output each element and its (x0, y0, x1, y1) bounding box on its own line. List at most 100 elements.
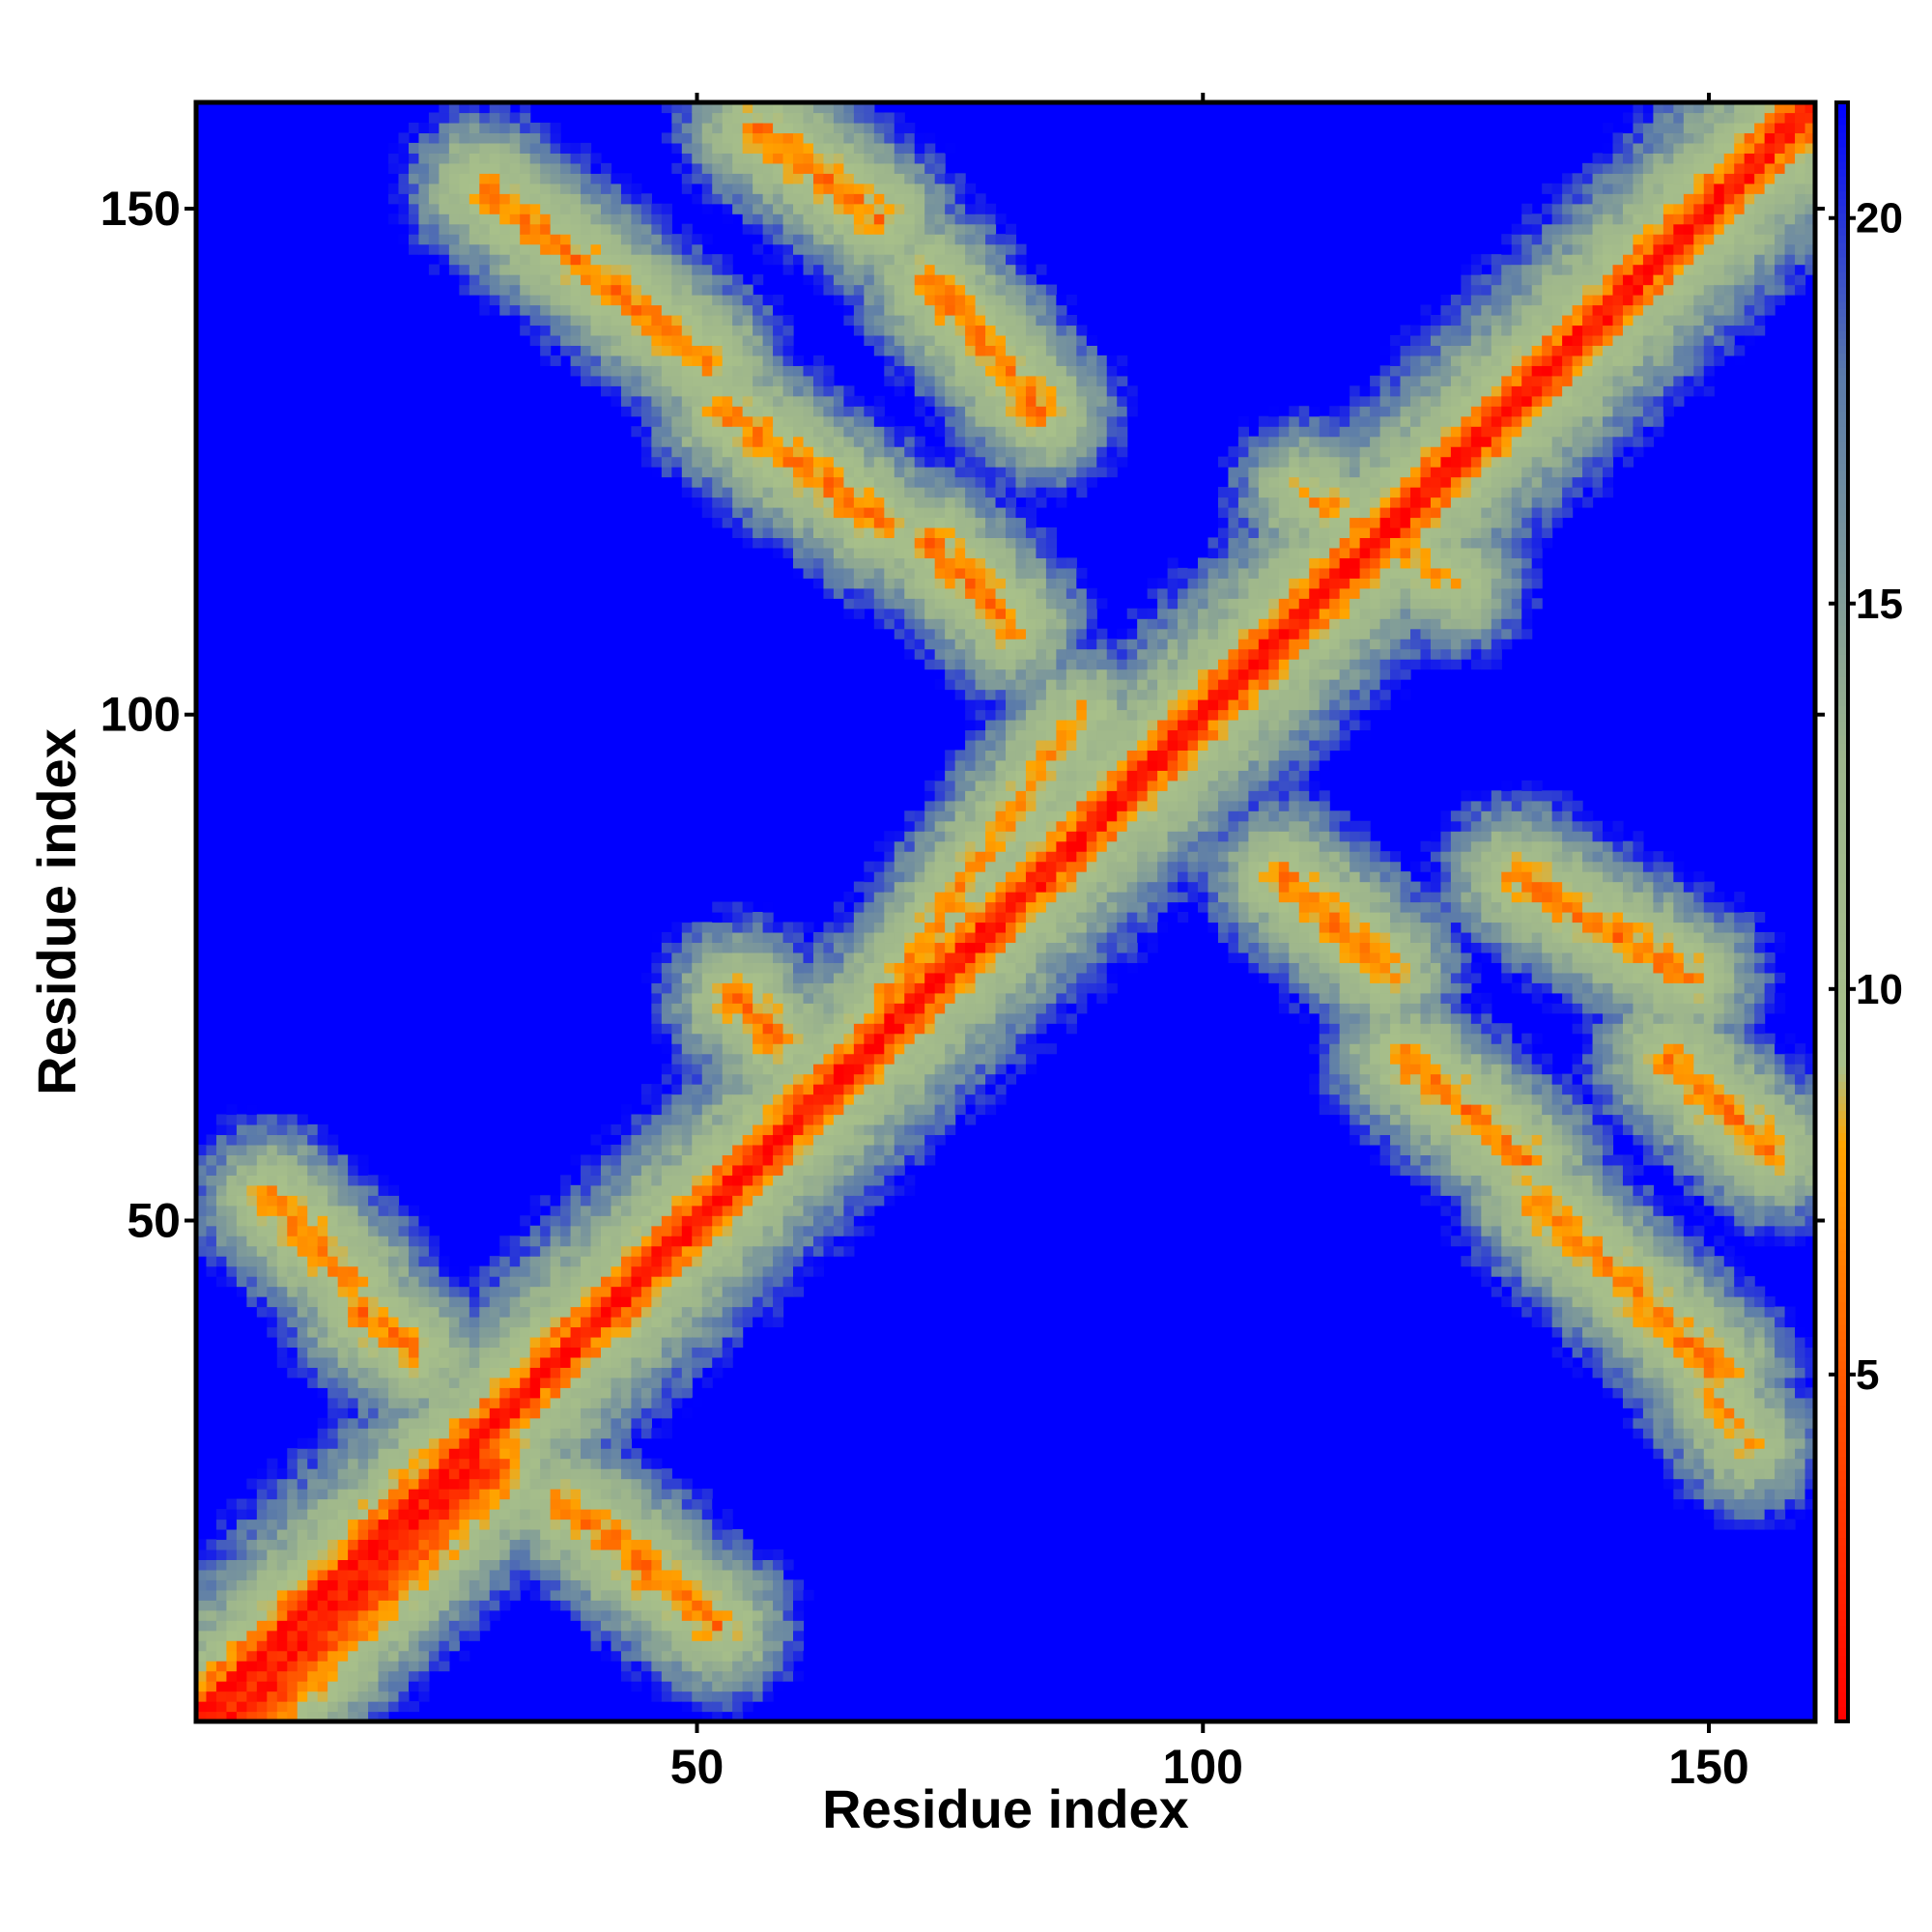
heatmap-cell (267, 1498, 278, 1510)
heatmap-cell (509, 1569, 521, 1580)
heatmap-cell (853, 1012, 865, 1024)
heatmap-cell (762, 1134, 774, 1146)
heatmap-cell (540, 304, 552, 316)
heatmap-cell (439, 1336, 450, 1349)
heatmap-cell (479, 1489, 491, 1500)
heatmap-cell (317, 1579, 328, 1591)
heatmap-cell (661, 446, 672, 458)
heatmap-cell (661, 931, 672, 944)
heatmap-cell (701, 1205, 713, 1216)
heatmap-cell (732, 334, 744, 346)
heatmap-cell (529, 1397, 541, 1408)
heatmap-cell (267, 1123, 278, 1136)
heatmap-cell (753, 1661, 764, 1672)
heatmap-cell (489, 1317, 500, 1328)
heatmap-cell (297, 1347, 308, 1358)
heatmap-cell (803, 415, 814, 427)
heatmap-cell (712, 1498, 724, 1510)
heatmap-cell (529, 1265, 541, 1277)
heatmap-cell (904, 537, 916, 549)
heatmap-cell (833, 1134, 844, 1146)
heatmap-cell (408, 1336, 420, 1349)
heatmap-cell (722, 1236, 733, 1247)
heatmap-cell (307, 1437, 319, 1449)
heatmap-cell (611, 395, 622, 407)
heatmap-cell (246, 1690, 258, 1702)
heatmap-cell (884, 618, 895, 630)
heatmap-cell (732, 385, 744, 397)
heatmap-cell (348, 1701, 359, 1713)
heatmap-cell (499, 264, 511, 275)
heatmap-cell (904, 426, 916, 438)
heatmap-cell (388, 1356, 400, 1368)
heatmap-cell (793, 567, 805, 579)
heatmap-cell (914, 618, 925, 630)
heatmap-cell (742, 537, 753, 549)
heatmap-cell (681, 1701, 693, 1713)
heatmap-cell (732, 497, 744, 508)
heatmap-cell (276, 1650, 288, 1662)
heatmap-cell (560, 193, 572, 205)
heatmap-cell (692, 112, 703, 124)
heatmap-cell (317, 1478, 328, 1490)
heatmap-cell (864, 193, 875, 205)
heatmap-cell (843, 487, 855, 498)
heatmap-cell (590, 1296, 602, 1308)
heatmap-cell (843, 153, 855, 164)
heatmap-cell (368, 1356, 380, 1368)
heatmap-cell (884, 487, 895, 498)
heatmap-cell (671, 1114, 683, 1125)
heatmap-cell (640, 264, 652, 275)
heatmap-cell (681, 1387, 693, 1399)
heatmap-cell (469, 1600, 480, 1611)
heatmap-cell (631, 295, 642, 306)
heatmap-cell (753, 1023, 764, 1035)
heatmap-cell (297, 1134, 308, 1146)
heatmap-cell (712, 1589, 724, 1601)
heatmap-cell (479, 1356, 491, 1368)
heatmap-cell (853, 1043, 865, 1055)
heatmap-cell (742, 1225, 753, 1236)
heatmap-cell (681, 112, 693, 124)
heatmap-cell (448, 1317, 460, 1328)
heatmap-cell (681, 415, 693, 427)
heatmap-cell (317, 1670, 328, 1682)
heatmap-cell (631, 406, 642, 417)
heatmap-cell (681, 1548, 693, 1560)
heatmap-cell (732, 446, 744, 458)
heatmap-cell (570, 1306, 582, 1318)
heatmap-cell (611, 1286, 622, 1297)
heatmap-cell (853, 234, 865, 245)
heatmap-cell (215, 1589, 228, 1601)
heatmap-cell (651, 1023, 663, 1035)
heatmap-cell (348, 1347, 359, 1358)
heatmap-cell (428, 1458, 440, 1469)
heatmap-cell (914, 648, 925, 660)
heatmap-cell (762, 1650, 774, 1662)
heatmap-cell (701, 284, 713, 296)
heatmap-cell (620, 355, 633, 366)
heatmap-cell (722, 153, 733, 164)
heatmap-cell (601, 334, 612, 346)
heatmap-cell (388, 1205, 400, 1216)
heatmap-cell (782, 1640, 794, 1652)
heatmap-cell (489, 1579, 500, 1591)
heatmap-cell (317, 1387, 328, 1399)
heatmap-cell (793, 1579, 805, 1591)
heatmap-cell (601, 1589, 612, 1601)
heatmap-cell (448, 243, 460, 255)
heatmap-cell (428, 1387, 440, 1399)
heatmap-cell (226, 1661, 238, 1672)
heatmap-cell (762, 183, 774, 194)
heatmap-cell (620, 1579, 633, 1591)
heatmap-cell (853, 153, 865, 164)
heatmap-cell (692, 395, 703, 407)
heatmap-cell (560, 314, 572, 327)
heatmap-cell (256, 1123, 268, 1136)
heatmap-cell (873, 142, 885, 154)
heatmap-cell (661, 1012, 672, 1024)
heatmap-cell (732, 931, 744, 944)
heatmap-cell (692, 1245, 703, 1257)
heatmap-cell (560, 1256, 572, 1267)
heatmap-cell (812, 1053, 825, 1065)
